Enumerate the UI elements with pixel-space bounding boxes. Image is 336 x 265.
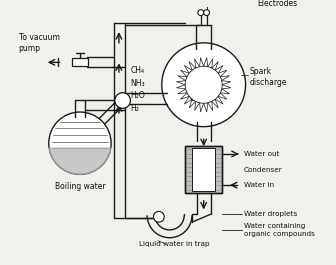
Circle shape <box>115 93 130 108</box>
Text: Water containing
organic compounds: Water containing organic compounds <box>244 223 314 237</box>
Circle shape <box>204 10 210 16</box>
Text: CH₄
NH₃
H₂O
H₂: CH₄ NH₃ H₂O H₂ <box>131 66 145 113</box>
Text: Water out: Water out <box>244 151 279 157</box>
Circle shape <box>162 43 246 127</box>
Bar <box>72 59 88 66</box>
Circle shape <box>198 10 204 16</box>
Circle shape <box>154 211 164 222</box>
Text: Water in: Water in <box>244 182 274 188</box>
Bar <box>192 148 215 191</box>
Text: Electrodes: Electrodes <box>257 0 297 8</box>
Text: Spark
discharge: Spark discharge <box>249 67 287 87</box>
Text: Condenser: Condenser <box>244 166 282 173</box>
Circle shape <box>49 112 111 174</box>
Text: Boiling water: Boiling water <box>55 182 105 191</box>
Text: To vacuum
pump: To vacuum pump <box>18 33 59 52</box>
Circle shape <box>185 66 222 103</box>
Text: Gases: Gases <box>190 94 213 103</box>
Polygon shape <box>49 148 111 174</box>
Bar <box>185 146 222 193</box>
Bar <box>185 146 222 193</box>
Text: Water droplets: Water droplets <box>244 211 297 217</box>
Text: Liquid water in trap: Liquid water in trap <box>139 241 210 246</box>
